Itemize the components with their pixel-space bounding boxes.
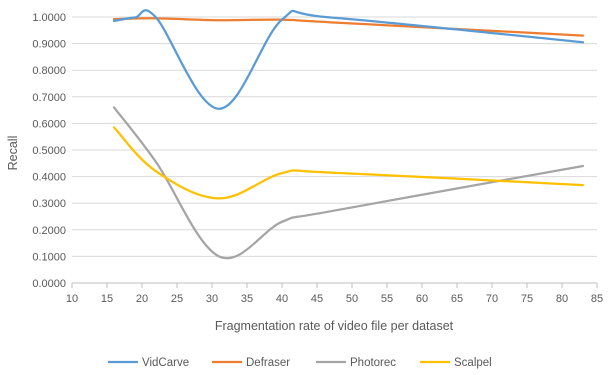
y-tick-label: 0.6000 xyxy=(32,118,66,130)
legend-label: Scalpel xyxy=(454,357,492,369)
y-tick-label: 0.8000 xyxy=(32,65,66,77)
y-tick-label: 0.1000 xyxy=(32,251,66,263)
series-line-vidcarve xyxy=(112,9,585,110)
y-tick-label: 0.9000 xyxy=(32,39,66,51)
series-line-scalpel xyxy=(112,126,585,200)
axes: 0.0000 0.1000 0.2000 0.3000 0.4000 0.5000 0.60… xyxy=(32,12,603,305)
y-tick-label: 0.0000 xyxy=(32,278,66,290)
legend-label: Defraser xyxy=(246,357,290,369)
x-tick-label: 20 xyxy=(136,293,148,305)
y-tick-label: 0.2000 xyxy=(32,225,66,237)
series-line-photorec xyxy=(112,106,585,260)
series-lines xyxy=(112,9,585,260)
legend-item-photorec: Photorec xyxy=(316,357,396,369)
series-line-defraser xyxy=(112,17,585,37)
x-tick-label: 30 xyxy=(206,293,218,305)
x-tick-label: 70 xyxy=(486,293,498,305)
x-tick-label: 60 xyxy=(416,293,428,305)
grid-lines xyxy=(72,16,597,257)
y-tick-label: 1.0000 xyxy=(32,12,66,24)
legend-label: VidCarve xyxy=(142,357,189,369)
x-tick-label: 80 xyxy=(556,293,568,305)
x-tick-label: 40 xyxy=(276,293,288,305)
legend-item-defraser: Defraser xyxy=(212,357,290,369)
x-tick-label: 45 xyxy=(311,293,323,305)
y-tick-label: 0.3000 xyxy=(32,198,66,210)
x-tick-label: 35 xyxy=(241,293,253,305)
x-tick-label: 75 xyxy=(521,293,533,305)
legend: VidCarve Defraser Photorec Scalpel xyxy=(108,357,492,369)
y-tick-label: 0.5000 xyxy=(32,145,66,157)
x-tick-label: 10 xyxy=(66,293,78,305)
x-tick-label: 15 xyxy=(101,293,113,305)
y-tick-label: 0.4000 xyxy=(32,172,66,184)
x-tick-label: 25 xyxy=(171,293,183,305)
x-tick-label: 85 xyxy=(591,293,603,305)
x-tick-label: 50 xyxy=(346,293,358,305)
x-axis-title: Fragmentation rate of video file per dat… xyxy=(215,319,454,333)
y-axis-title: Recall xyxy=(6,136,20,171)
legend-item-vidcarve: VidCarve xyxy=(108,357,189,369)
y-tick-label: 0.7000 xyxy=(32,92,66,104)
x-tick-label: 55 xyxy=(381,293,393,305)
legend-item-scalpel: Scalpel xyxy=(420,357,492,369)
legend-label: Photorec xyxy=(350,357,396,369)
x-tick-label: 65 xyxy=(451,293,463,305)
